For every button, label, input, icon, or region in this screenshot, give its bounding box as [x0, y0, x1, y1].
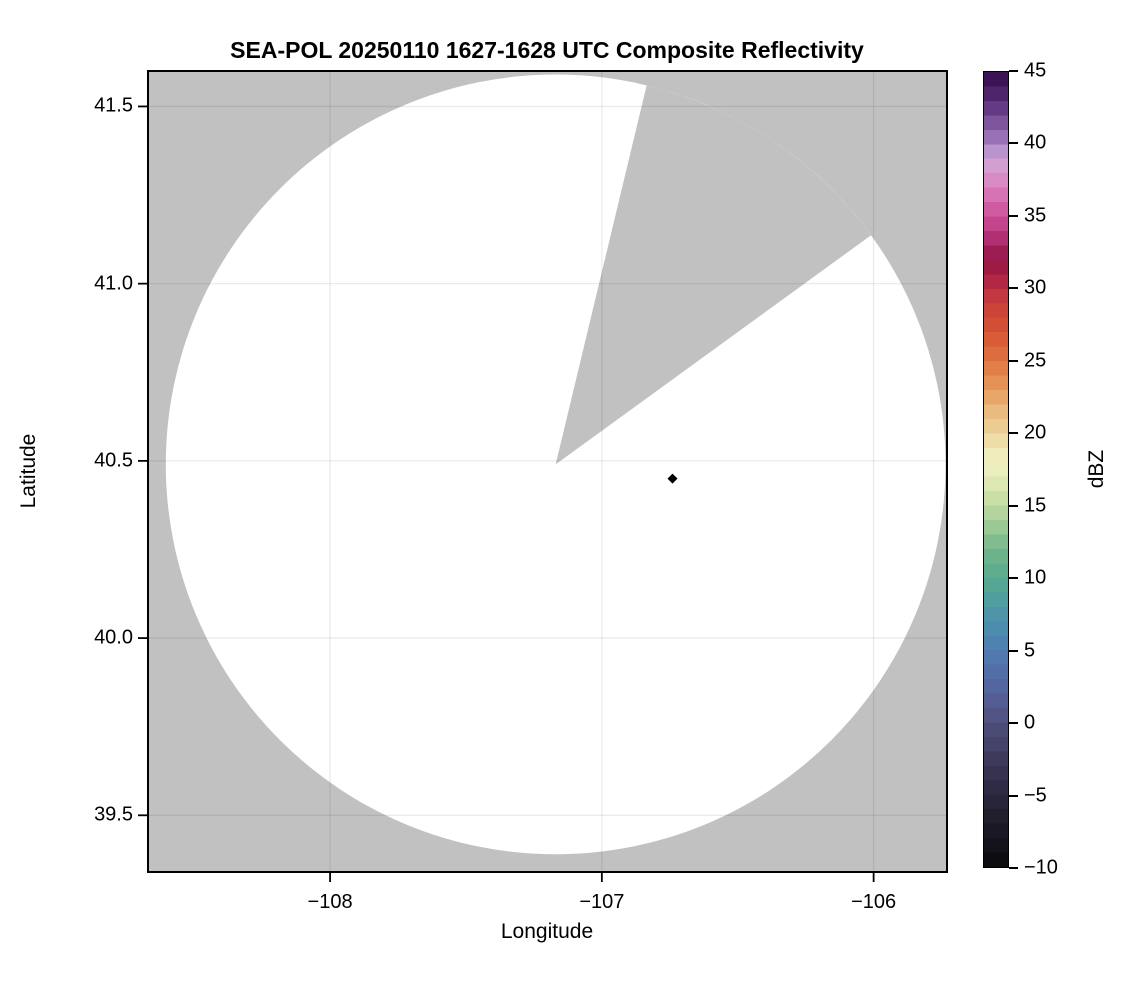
- colorbar-tick-mark: [1009, 432, 1018, 435]
- colorbar-tick-mark: [1009, 867, 1018, 869]
- colorbar-tick-label: −5: [1024, 784, 1047, 807]
- colorbar-tick-mark: [1009, 214, 1018, 217]
- colorbar-tick-label: 15: [1024, 494, 1047, 517]
- colorbar-tick-mark: [1009, 794, 1018, 797]
- x-tick-label: −106: [851, 891, 897, 913]
- colorbar-tick-label: −10: [1024, 856, 1058, 879]
- colorbar-tick-mark: [1009, 70, 1018, 72]
- x-tick-label: −108: [307, 891, 353, 913]
- y-axis-label: Latitude: [17, 433, 40, 509]
- colorbar-tick-label: 0: [1024, 711, 1036, 734]
- y-tick-label: 39.5: [94, 803, 133, 826]
- colorbar-gradient: [984, 72, 1008, 867]
- colorbar-tick-mark: [1009, 142, 1018, 145]
- colorbar-tick-mark: [1009, 504, 1018, 507]
- chart-title: SEA-POL 20250110 1627-1628 UTC Composite…: [230, 37, 864, 63]
- x-axis-label: Longitude: [500, 920, 594, 943]
- no-data-sector-wedge: [555, 85, 872, 465]
- radar-plot-area: [138, 70, 948, 882]
- radar-plot-canvas: [138, 70, 948, 882]
- y-tick-label: 41.0: [94, 272, 133, 295]
- colorbar-tick-label: 25: [1024, 349, 1047, 372]
- axes-border: [147, 70, 948, 873]
- site-marker-diamond: [667, 473, 678, 484]
- colorbar-tick-label: 30: [1024, 276, 1047, 299]
- colorbar-tick-mark: [1009, 649, 1018, 652]
- colorbar-tick-label: 10: [1024, 566, 1047, 589]
- colorbar-tick-mark: [1009, 722, 1018, 725]
- y-tick-label: 40.5: [94, 449, 133, 472]
- x-tick-label: −107: [579, 891, 625, 913]
- colorbar-tick-label: 35: [1024, 204, 1047, 227]
- colorbar-tick-mark: [1009, 359, 1018, 362]
- colorbar-tick-mark: [1009, 577, 1018, 580]
- colorbar: [983, 71, 1009, 868]
- colorbar-tick-label: 40: [1024, 131, 1047, 154]
- colorbar-tick-label: 5: [1024, 639, 1036, 662]
- y-tick-label: 41.5: [94, 94, 133, 117]
- colorbar-unit-label: dBZ: [1085, 449, 1108, 489]
- colorbar-tick-mark: [1009, 287, 1018, 290]
- colorbar-tick-label: 20: [1024, 421, 1047, 444]
- y-tick-label: 40.0: [94, 626, 133, 649]
- colorbar-tick-label: 45: [1024, 59, 1047, 82]
